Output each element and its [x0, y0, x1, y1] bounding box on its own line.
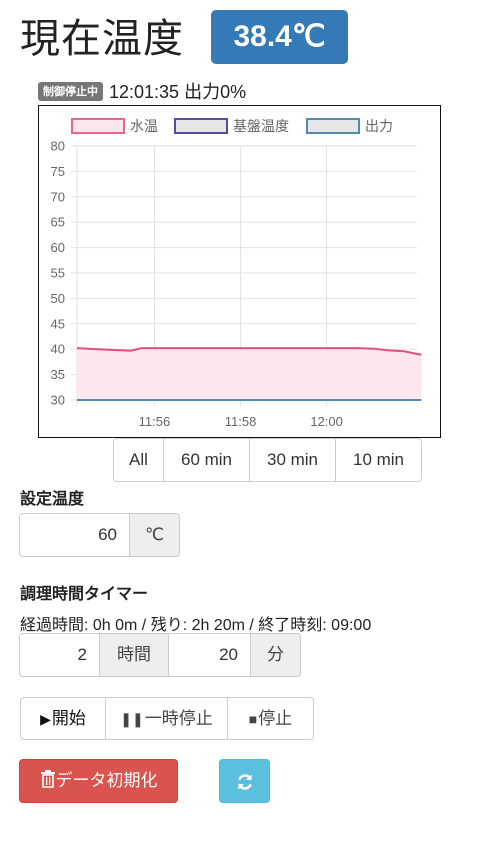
y-tick-label: 80 — [51, 139, 65, 154]
start-button[interactable]: ▶開始 — [20, 697, 106, 740]
legend-swatch — [306, 118, 360, 134]
x-tick-label: 12:00 — [310, 414, 343, 429]
setpoint-input-group: 60 ℃ — [19, 513, 180, 557]
timer-hours-unit: 時間 — [100, 633, 169, 677]
y-tick-label: 70 — [51, 189, 65, 204]
water-temp-area — [77, 348, 422, 400]
y-tick-label: 45 — [51, 316, 65, 331]
pause-icon: ❚❚ — [120, 711, 144, 727]
page-title: 現在温度 — [20, 16, 184, 62]
legend-label: 出力 — [365, 119, 393, 135]
legend-swatch — [174, 118, 228, 134]
x-tick-label: 11:58 — [225, 414, 257, 429]
play-icon: ▶ — [40, 711, 51, 727]
y-tick-label: 65 — [51, 215, 65, 230]
timer-control-group: ▶開始 ❚❚一時停止 ■停止 — [20, 697, 314, 740]
range-10min-button[interactable]: 10 min — [336, 438, 422, 482]
y-tick-label: 75 — [51, 164, 65, 179]
range-60min-button[interactable]: 60 min — [164, 438, 250, 482]
status-line: 制御停止中 12:01:35 出力0% — [38, 78, 246, 104]
control-status-badge: 制御停止中 — [38, 81, 103, 101]
y-tick-label: 60 — [51, 240, 65, 255]
stop-icon: ■ — [248, 711, 258, 727]
chart-range-group: All 60 min 30 min 10 min — [113, 438, 422, 482]
legend-swatch — [71, 118, 125, 134]
pause-label: 一時停止 — [144, 709, 213, 728]
range-30min-button[interactable]: 30 min — [250, 438, 336, 482]
water-temp-line — [76, 347, 422, 356]
refresh-icon — [237, 774, 252, 790]
setpoint-input[interactable]: 60 — [19, 513, 130, 557]
timer-minutes-input[interactable]: 20 — [169, 633, 251, 677]
y-tick-label: 35 — [51, 367, 65, 382]
refresh-button[interactable] — [219, 759, 270, 803]
chart-svg: 水温 基盤温度 出力 80 75 70 65 60 55 50 45 40 35 30 11:56 11:58… — [51, 118, 422, 429]
y-tick-label: 40 — [51, 342, 65, 357]
pause-button[interactable]: ❚❚一時停止 — [106, 697, 228, 740]
trash-icon — [40, 770, 55, 788]
y-tick-label: 30 — [51, 393, 65, 408]
timer-label: 調理時間タイマー — [20, 584, 149, 603]
legend-label: 水温 — [130, 119, 158, 135]
reset-data-button[interactable]: データ初期化 — [19, 759, 178, 803]
status-text: 12:01:35 出力0% — [109, 82, 247, 102]
legend-label: 基盤温度 — [233, 118, 289, 135]
timer-input-group: 2 時間 20 分 — [19, 633, 301, 677]
range-all-button[interactable]: All — [113, 438, 164, 482]
timer-minutes-unit: 分 — [251, 633, 301, 677]
y-tick-label: 55 — [51, 266, 65, 281]
setpoint-unit: ℃ — [130, 513, 180, 557]
current-temp-badge: 38.4℃ — [211, 10, 348, 64]
stop-label: 停止 — [258, 709, 293, 728]
timer-hours-input[interactable]: 2 — [19, 633, 100, 677]
temperature-chart: 水温 基盤温度 出力 80 75 70 65 60 55 50 45 40 35 30 11:56 11:58… — [38, 105, 441, 438]
setpoint-label: 設定温度 — [20, 489, 85, 508]
stop-button[interactable]: ■停止 — [228, 697, 314, 740]
x-tick-label: 11:56 — [139, 414, 171, 429]
start-label: 開始 — [51, 709, 86, 728]
reset-data-label: データ初期化 — [55, 771, 158, 791]
elapsed-time-text: 経過時間: 0h 0m / 残り: 2h 20m / 終了時刻: 09:00 — [20, 617, 372, 634]
y-tick-label: 50 — [51, 291, 65, 306]
